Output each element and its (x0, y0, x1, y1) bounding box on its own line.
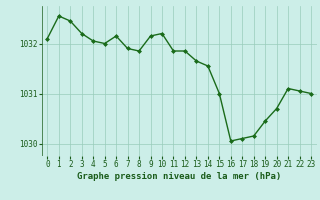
X-axis label: Graphe pression niveau de la mer (hPa): Graphe pression niveau de la mer (hPa) (77, 172, 281, 181)
